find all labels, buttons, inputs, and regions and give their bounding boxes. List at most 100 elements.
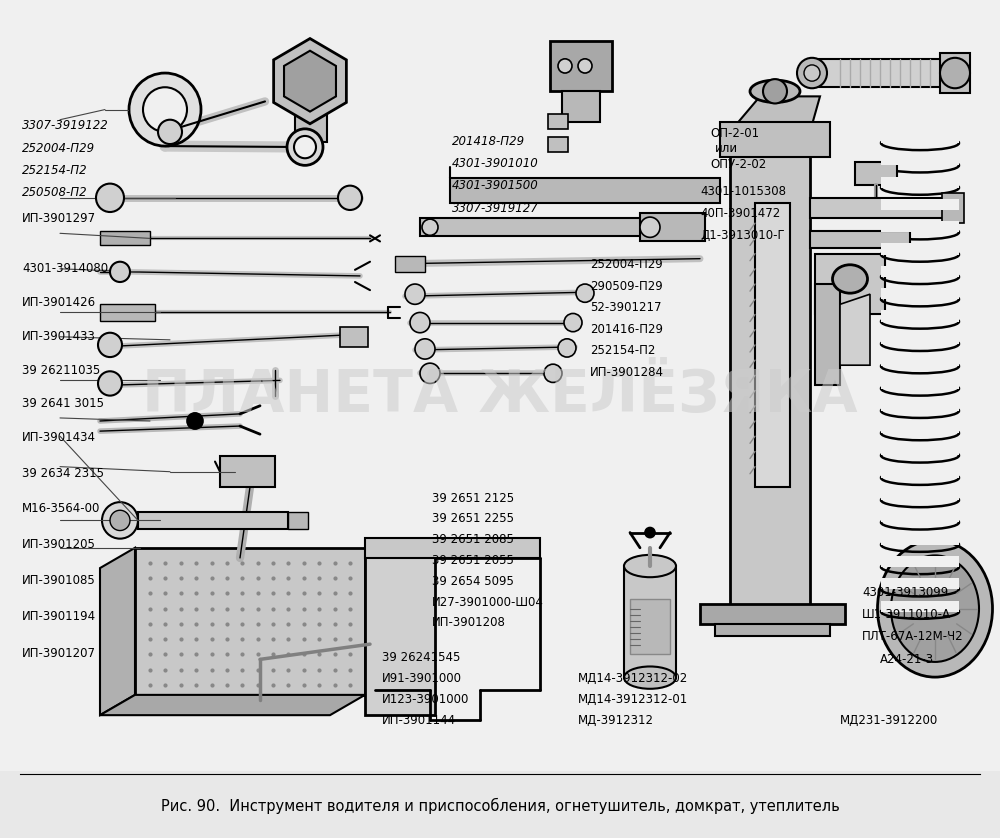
Text: Д1-3913010-Г: Д1-3913010-Г [700,229,785,241]
Text: ИП-3901284: ИП-3901284 [590,366,664,379]
Bar [715,623,830,636]
Text: 252154-П2: 252154-П2 [22,164,88,177]
Text: ОП-2-01: ОП-2-01 [710,127,759,140]
Circle shape [804,65,820,81]
Text: 252154-П2: 252154-П2 [590,344,655,357]
Bar [730,132,810,608]
Circle shape [576,284,594,303]
Text: 39 2651 2085: 39 2651 2085 [432,533,514,546]
Circle shape [868,199,884,216]
Text: 39 2654 5095: 39 2654 5095 [432,575,514,587]
Ellipse shape [878,541,992,677]
Text: 252004-П29: 252004-П29 [590,258,663,271]
Text: 3307-3919122: 3307-3919122 [22,119,109,132]
Text: 201416-П29: 201416-П29 [590,323,663,336]
Text: 3307-3919127: 3307-3919127 [452,202,539,215]
Bar [881,511,959,522]
Text: 39 26241545: 39 26241545 [382,651,460,665]
Circle shape [187,413,203,429]
Circle shape [287,129,323,165]
Text: 39 2651 2055: 39 2651 2055 [432,554,514,567]
Circle shape [420,363,440,384]
Circle shape [158,120,182,144]
Bar [562,91,600,122]
Text: Рис. 90.  Инструмент водителя и приспособления, огнетушитель, домкрат, утеплител: Рис. 90. Инструмент водителя и приспособ… [161,799,839,815]
Bar [138,512,288,529]
Circle shape [410,313,430,333]
Circle shape [797,58,827,88]
Bar [881,132,959,143]
Text: 4301-3901010: 4301-3901010 [452,157,539,170]
Text: 39 26211035: 39 26211035 [22,364,100,376]
Bar [450,178,720,203]
Circle shape [422,219,438,235]
Circle shape [294,136,316,158]
Bar [100,231,150,246]
Polygon shape [274,39,346,124]
Circle shape [564,313,582,332]
Bar [881,355,959,366]
Bar [881,578,959,589]
Text: 4301-3913099: 4301-3913099 [862,586,948,598]
Bar [810,59,955,87]
Bar [100,304,155,321]
Bar [720,122,830,158]
Text: 39 2651 2125: 39 2651 2125 [432,492,514,504]
Text: ИП-3901434: ИП-3901434 [22,432,96,444]
Bar [630,598,670,654]
Text: ИП-3901297: ИП-3901297 [22,213,96,225]
Text: 39 2651 2255: 39 2651 2255 [432,512,514,525]
Text: или: или [715,142,738,155]
Text: 250508-П2: 250508-П2 [22,186,88,199]
Text: МД14-3912312-02: МД14-3912312-02 [578,672,688,685]
Circle shape [110,261,130,282]
Bar [942,193,964,223]
Circle shape [763,79,787,103]
Polygon shape [840,294,870,365]
Circle shape [96,184,124,212]
Bar [881,154,959,165]
Text: ИП-3901208: ИП-3901208 [432,617,506,629]
Bar [365,538,435,715]
Text: Ш1-3911010-А: Ш1-3911010-А [862,608,951,621]
Bar [340,327,368,347]
Text: МД231-3912200: МД231-3912200 [840,714,938,727]
Text: ИП-3901433: ИП-3901433 [22,329,96,343]
Bar [810,198,945,218]
Bar [881,556,959,567]
Bar [881,377,959,389]
Text: ИП-3901205: ИП-3901205 [22,538,96,551]
Text: 39 2634 2315: 39 2634 2315 [22,467,104,480]
Bar [700,603,845,623]
Bar [810,231,910,247]
Circle shape [98,371,122,396]
Circle shape [558,339,576,357]
Bar [288,512,308,529]
Bar [940,53,970,93]
Text: 40П-3901472: 40П-3901472 [700,207,780,220]
Text: 4301-1015308: 4301-1015308 [700,185,786,199]
Bar [815,254,885,314]
Ellipse shape [624,666,676,689]
Circle shape [129,73,201,146]
Bar [135,548,365,695]
Circle shape [578,59,592,73]
Bar [881,534,959,545]
Text: ИП-3901085: ИП-3901085 [22,574,96,587]
Circle shape [98,333,122,357]
Ellipse shape [891,556,979,662]
Bar [548,137,568,153]
Bar [395,256,425,272]
Bar [295,81,327,142]
Bar [881,333,959,344]
Bar [881,244,959,255]
Text: МД14-3912312-01: МД14-3912312-01 [578,693,688,706]
Bar [220,457,275,487]
Text: И123-3901000: И123-3901000 [382,693,469,706]
Bar [550,40,612,91]
Bar [881,177,959,188]
Text: ИП-3901207: ИП-3901207 [22,647,96,660]
Bar [624,566,676,678]
Bar [640,213,705,241]
Circle shape [110,510,130,530]
